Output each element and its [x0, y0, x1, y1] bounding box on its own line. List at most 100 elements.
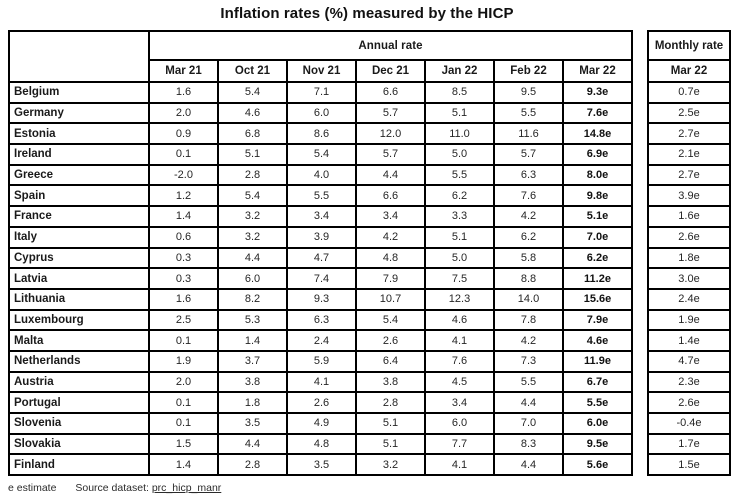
table-row: Belgium 1.6 5.4 7.1 6.6 8.5 9.5 9.3e [8, 81, 633, 104]
annual-value-cell: 3.2 [355, 453, 426, 477]
table-row: Italy 0.6 3.2 3.9 4.2 5.1 6.2 7.0e [8, 225, 633, 249]
annual-value-cell: 11.9e [562, 349, 633, 373]
annual-value-cell: 4.4 [217, 432, 288, 456]
monthly-value-cell: 0.7e [647, 81, 731, 104]
monthly-table-row: 1.7e [647, 432, 731, 456]
annual-value-cell: 0.9 [148, 122, 219, 146]
monthly-value-cell: 2.3e [647, 370, 731, 394]
annual-value-cell: -2.0 [148, 163, 219, 187]
annual-value-cell: 4.1 [424, 453, 495, 477]
monthly-value-cell: 2.1e [647, 143, 731, 166]
monthly-table-row: 1.4e [647, 329, 731, 352]
annual-value-cell: 4.1 [286, 370, 357, 394]
country-cell: Portugal [8, 391, 150, 414]
annual-value-cell: 7.6 [424, 349, 495, 373]
annual-value-cell: 5.4 [217, 184, 288, 208]
annual-value-cell: 4.4 [217, 246, 288, 270]
annual-value-cell: 6.2 [424, 184, 495, 208]
annual-value-cell: 5.4 [217, 81, 288, 104]
annual-value-cell: 3.8 [217, 370, 288, 394]
annual-value-cell: 7.8 [493, 308, 564, 332]
annual-value-cell: 6.3 [493, 163, 564, 187]
annual-value-cell: 0.1 [148, 391, 219, 414]
annual-value-cell: 6.0 [217, 267, 288, 290]
country-cell: Cyprus [8, 246, 150, 270]
annual-value-cell: 0.3 [148, 267, 219, 290]
source-dataset-link[interactable]: prc_hicp_manr [151, 482, 222, 494]
annual-value-cell: 4.6e [562, 329, 633, 352]
annual-value-cell: 9.5 [493, 81, 564, 104]
country-cell: Finland [8, 453, 150, 477]
country-cell: Netherlands [8, 349, 150, 373]
monthly-table-row: 3.9e [647, 184, 731, 208]
annual-value-cell: 6.3 [286, 308, 357, 332]
monthly-rate-group-header: Monthly rate [647, 30, 731, 61]
annual-value-cell: 5.5 [493, 101, 564, 125]
annual-value-cell: 8.6 [286, 122, 357, 146]
monthly-value-cell: -0.4e [647, 412, 731, 435]
table-row: Spain 1.2 5.4 5.5 6.6 6.2 7.6 9.8e [8, 184, 633, 208]
annual-value-cell: 2.0 [148, 101, 219, 125]
annual-value-cell: 4.6 [424, 308, 495, 332]
annual-value-cell: 5.6e [562, 453, 633, 477]
monthly-month-header: Mar 22 [647, 59, 731, 83]
annual-value-cell: 6.8 [217, 122, 288, 146]
annual-value-cell: 4.0 [286, 163, 357, 187]
annual-value-cell: 9.8e [562, 184, 633, 208]
monthly-month-header-row: Mar 22 [647, 59, 731, 83]
annual-value-cell: 7.1 [286, 81, 357, 104]
table-row: Slovakia 1.5 4.4 4.8 5.1 7.7 8.3 9.5e [8, 432, 633, 456]
annual-value-cell: 5.1 [355, 412, 426, 435]
table-row: Greece -2.0 2.8 4.0 4.4 5.5 6.3 8.0e [8, 163, 633, 187]
monthly-table-row: 2.7e [647, 122, 731, 146]
monthly-table-row: 1.9e [647, 308, 731, 332]
annual-value-cell: 3.8 [355, 370, 426, 394]
annual-value-cell: 11.2e [562, 267, 633, 290]
annual-value-cell: 2.8 [217, 453, 288, 477]
country-cell: Malta [8, 329, 150, 352]
country-cell: Ireland [8, 143, 150, 166]
month-column-header: Dec 21 [355, 59, 426, 83]
annual-value-cell: 7.0e [562, 225, 633, 249]
annual-value-cell: 5.4 [355, 308, 426, 332]
annual-value-cell: 5.5 [286, 184, 357, 208]
country-cell: Luxembourg [8, 308, 150, 332]
source-dataset: Source dataset: prc_hicp_manr [75, 482, 221, 494]
footnote: e estimate Source dataset: prc_hicp_manr [8, 482, 221, 494]
table-row: Malta 0.1 1.4 2.4 2.6 4.1 4.2 4.6e [8, 329, 633, 352]
monthly-value-cell: 4.7e [647, 349, 731, 373]
annual-value-cell: 5.3 [217, 308, 288, 332]
annual-value-cell: 3.3 [424, 205, 495, 228]
annual-value-cell: 6.9e [562, 143, 633, 166]
annual-value-cell: 7.6e [562, 101, 633, 125]
annual-value-cell: 5.9 [286, 349, 357, 373]
table-row: Austria 2.0 3.8 4.1 3.8 4.5 5.5 6.7e [8, 370, 633, 394]
monthly-value-cell: 3.0e [647, 267, 731, 290]
monthly-value-cell: 2.5e [647, 101, 731, 125]
table-row: Finland 1.4 2.8 3.5 3.2 4.1 4.4 5.6e [8, 453, 633, 477]
annual-value-cell: 7.7 [424, 432, 495, 456]
annual-value-cell: 3.5 [217, 412, 288, 435]
annual-value-cell: 7.4 [286, 267, 357, 290]
annual-value-cell: 3.9 [286, 225, 357, 249]
monthly-table-row: 2.6e [647, 225, 731, 249]
annual-value-cell: 2.6 [286, 391, 357, 414]
annual-value-cell: 9.5e [562, 432, 633, 456]
table-row: Ireland 0.1 5.1 5.4 5.7 5.0 5.7 6.9e [8, 143, 633, 166]
table-row: Lithuania 1.6 8.2 9.3 10.7 12.3 14.0 15.6e [8, 287, 633, 311]
month-column-header: Jan 22 [424, 59, 495, 83]
annual-value-cell: 1.4 [217, 329, 288, 352]
annual-value-cell: 5.4 [286, 143, 357, 166]
annual-value-cell: 9.3 [286, 287, 357, 311]
table-row: Cyprus 0.3 4.4 4.7 4.8 5.0 5.8 6.2e [8, 246, 633, 270]
annual-value-cell: 8.5 [424, 81, 495, 104]
annual-value-cell: 4.7 [286, 246, 357, 270]
annual-value-cell: 6.0 [424, 412, 495, 435]
monthly-table-row: 2.5e [647, 101, 731, 125]
annual-value-cell: 1.6 [148, 81, 219, 104]
annual-value-cell: 8.0e [562, 163, 633, 187]
country-cell: Italy [8, 225, 150, 249]
country-cell: Greece [8, 163, 150, 187]
monthly-table-row: 1.6e [647, 205, 731, 228]
estimate-note: e estimate [8, 482, 57, 494]
